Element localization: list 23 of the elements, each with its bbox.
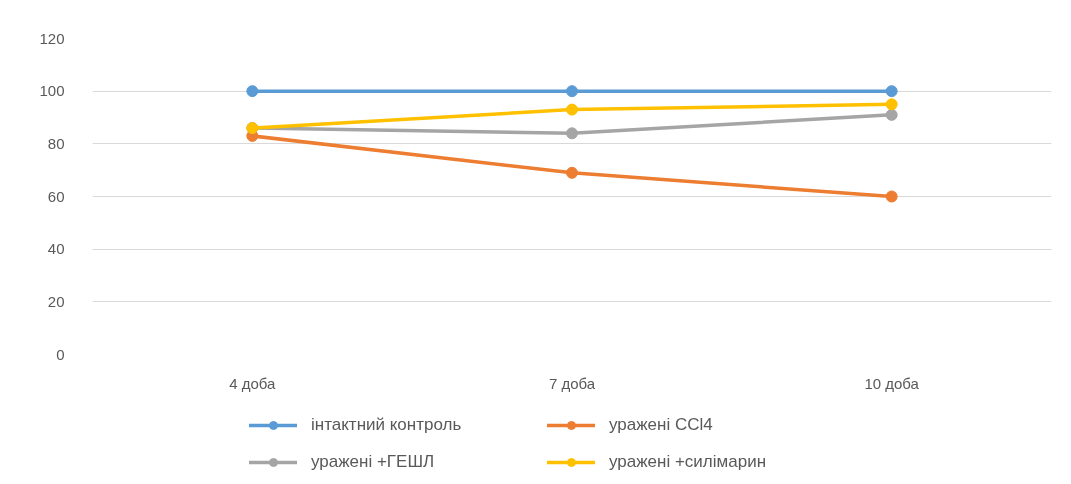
y-tick-label: 120 [39, 29, 65, 47]
y-tick-label: 40 [47, 240, 65, 258]
y-tick-label: 60 [47, 187, 65, 205]
point [566, 85, 578, 98]
point [885, 85, 898, 98]
point [566, 166, 578, 179]
point [246, 85, 259, 98]
x-tick-label: 4 доба [229, 374, 277, 392]
y-tick-label: 100 [39, 82, 65, 100]
legend-label: уражені CCl4 [609, 415, 714, 435]
point [885, 190, 898, 203]
x-tick-label: 7 доба [548, 374, 596, 392]
point [885, 98, 898, 111]
y-tick-label: 0 [56, 345, 65, 363]
point [885, 108, 898, 121]
legend-label: інтактний контроль [311, 415, 463, 435]
y-tick-label: 20 [47, 292, 65, 310]
y-tick-label: 80 [47, 134, 65, 152]
x-tick-label: 10 доба [864, 374, 920, 392]
point [566, 127, 578, 140]
legend-label: уражені +ГЕШЛ [311, 452, 436, 472]
legend-label: уражені +силімарин [609, 452, 768, 472]
point [566, 103, 578, 116]
